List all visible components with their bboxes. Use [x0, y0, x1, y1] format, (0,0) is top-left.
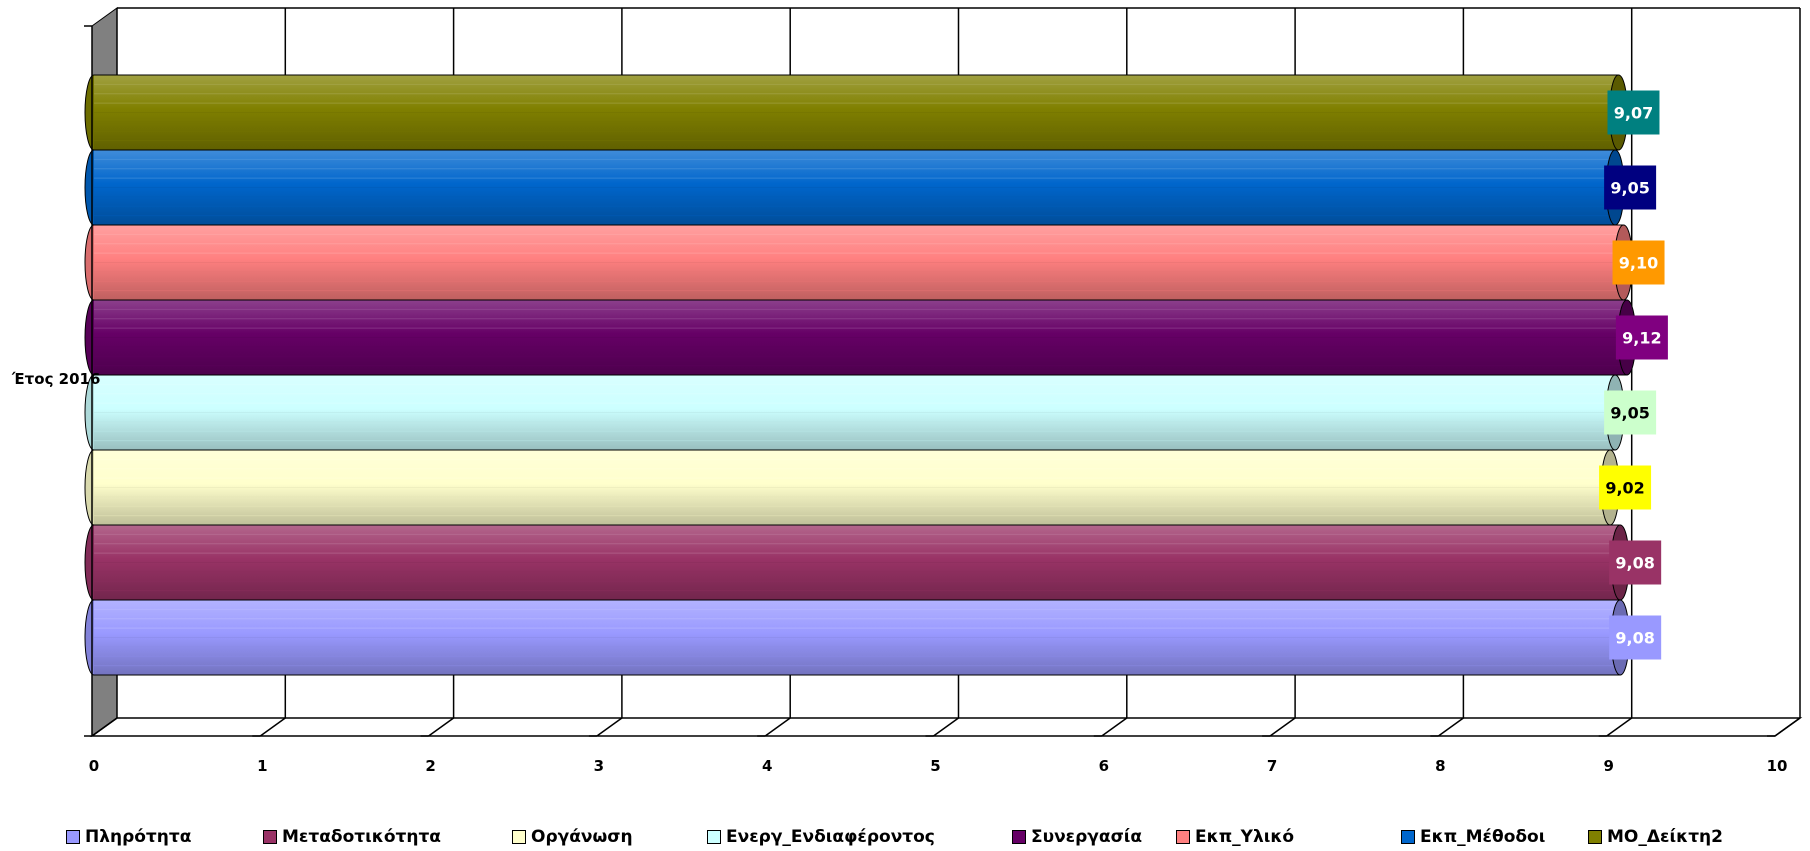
data-labels: 9,08 9,08 9,02 9,05 9,12 9,10 9,05 9,07: [1599, 90, 1668, 660]
x-tick-label: 7: [1267, 757, 1277, 775]
svg-text:9,12: 9,12: [1622, 329, 1661, 348]
legend-swatch: [1012, 830, 1026, 844]
x-tick-label: 1: [257, 757, 267, 775]
floor-gridline: [933, 717, 959, 737]
legend-label: Μεταδοτικότητα: [282, 827, 441, 847]
legend-item: Οργάνωση: [512, 826, 633, 848]
category-label: Έτος 2016: [11, 370, 100, 388]
tick-labels: 0 1 2 3 4 5 6 7 8 9 10: [89, 757, 1788, 775]
legend-swatch: [263, 830, 277, 844]
bar-ΜΟ_Δείκτη2: [84, 74, 1628, 151]
floor-gridline: [1606, 717, 1633, 737]
floor-gridline: [764, 717, 791, 737]
floor-gridline: [1269, 717, 1296, 737]
data-label-Οργάνωση: 9,02: [1599, 465, 1652, 510]
bar-Συνεργασία: [84, 299, 1637, 376]
svg-text:9,10: 9,10: [1619, 254, 1658, 273]
floor-gridline: [259, 717, 286, 737]
svg-text:9,02: 9,02: [1605, 479, 1644, 498]
legend-label: Συνεργασία: [1031, 827, 1143, 847]
bars: [84, 74, 1637, 676]
floor-gridline: [1774, 717, 1801, 737]
legend-swatch: [1401, 830, 1415, 844]
data-label-Εκπ_Μέθοδοι: 9,05: [1604, 165, 1657, 210]
legend-swatch: [707, 830, 721, 844]
x-tick-label: 6: [1099, 757, 1109, 775]
bar-Μεταδοτικότητα: [84, 524, 1630, 601]
x-tick-label: 5: [930, 757, 940, 775]
bar-Εκπ_Μέθοδοι: [84, 149, 1625, 226]
legend-label: Πληρότητα: [85, 827, 192, 847]
legend-item: Μεταδοτικότητα: [263, 826, 441, 848]
svg-text:9,07: 9,07: [1614, 104, 1653, 123]
legend-item: Εκπ_Υλικό: [1176, 826, 1294, 848]
svg-text:9,05: 9,05: [1610, 179, 1649, 198]
legend-label: Εκπ_Μέθοδοι: [1420, 827, 1546, 847]
legend-item: ΜΟ_Δείκτη2: [1588, 826, 1723, 848]
svg-text:9,08: 9,08: [1615, 554, 1654, 573]
x-tick-label: 3: [594, 757, 604, 775]
floor-gridline: [1437, 717, 1464, 737]
svg-text:9,08: 9,08: [1615, 629, 1654, 648]
x-tick-label: 0: [89, 757, 99, 775]
legend-swatch: [66, 830, 80, 844]
x-tick-label: 8: [1435, 757, 1445, 775]
chart-area: 0 1 2 3 4 5 6 7 8 9 10 Έτος 2016 9,089,089,029,059…: [11, 7, 1803, 775]
floor-gridline: [1101, 717, 1128, 737]
legend-item: Ενεργ_Ενδιαφέροντος: [707, 826, 935, 848]
data-label-Συνεργασία: 9,12: [1615, 315, 1668, 360]
category-labels: Έτος 2016: [11, 370, 100, 388]
legend-item: Πληρότητα: [66, 826, 191, 848]
legend-swatch: [512, 830, 526, 844]
data-label-Πληρότητα: 9,08: [1609, 615, 1662, 660]
bar-Ενεργ_Ενδιαφέροντος: [84, 374, 1625, 451]
legend-label: Ενεργ_Ενδιαφέροντος: [726, 827, 935, 847]
floor-gridline: [91, 717, 118, 737]
data-label-ΜΟ_Δείκτη2: 9,07: [1607, 90, 1660, 135]
floor-gridline: [596, 717, 623, 737]
x-tick-label: 9: [1603, 757, 1613, 775]
legend-label: ΜΟ_Δείκτη2: [1607, 827, 1723, 847]
bar-Οργάνωση: [84, 449, 1620, 526]
legend-item: Εκπ_Μέθοδοι: [1401, 826, 1545, 848]
x-tick-label: 10: [1767, 757, 1788, 775]
legend-label: Εκπ_Υλικό: [1195, 827, 1295, 847]
floor-gridline: [428, 717, 455, 737]
x-tick-label: 2: [425, 757, 435, 775]
bar-Εκπ_Υλικό: [84, 224, 1634, 301]
legend-label: Οργάνωση: [531, 827, 633, 847]
legend-item: Συνεργασία: [1012, 826, 1142, 848]
x-tick-label: 4: [762, 757, 772, 775]
legend-swatch: [1176, 830, 1190, 844]
bar-Πληρότητα: [84, 599, 1630, 676]
legend-swatch: [1588, 830, 1602, 844]
data-label-Εκπ_Υλικό: 9,10: [1612, 240, 1665, 285]
svg-text:9,05: 9,05: [1610, 404, 1649, 423]
axes: [84, 25, 1775, 737]
legend: Πληρότητα Μεταδοτικότητα Οργάνωση Ενεργ_Ενδ…: [0, 826, 1810, 851]
data-label-Ενεργ_Ενδιαφέροντος: 9,05: [1604, 390, 1657, 435]
data-label-Μεταδοτικότητα: 9,08: [1609, 540, 1662, 585]
